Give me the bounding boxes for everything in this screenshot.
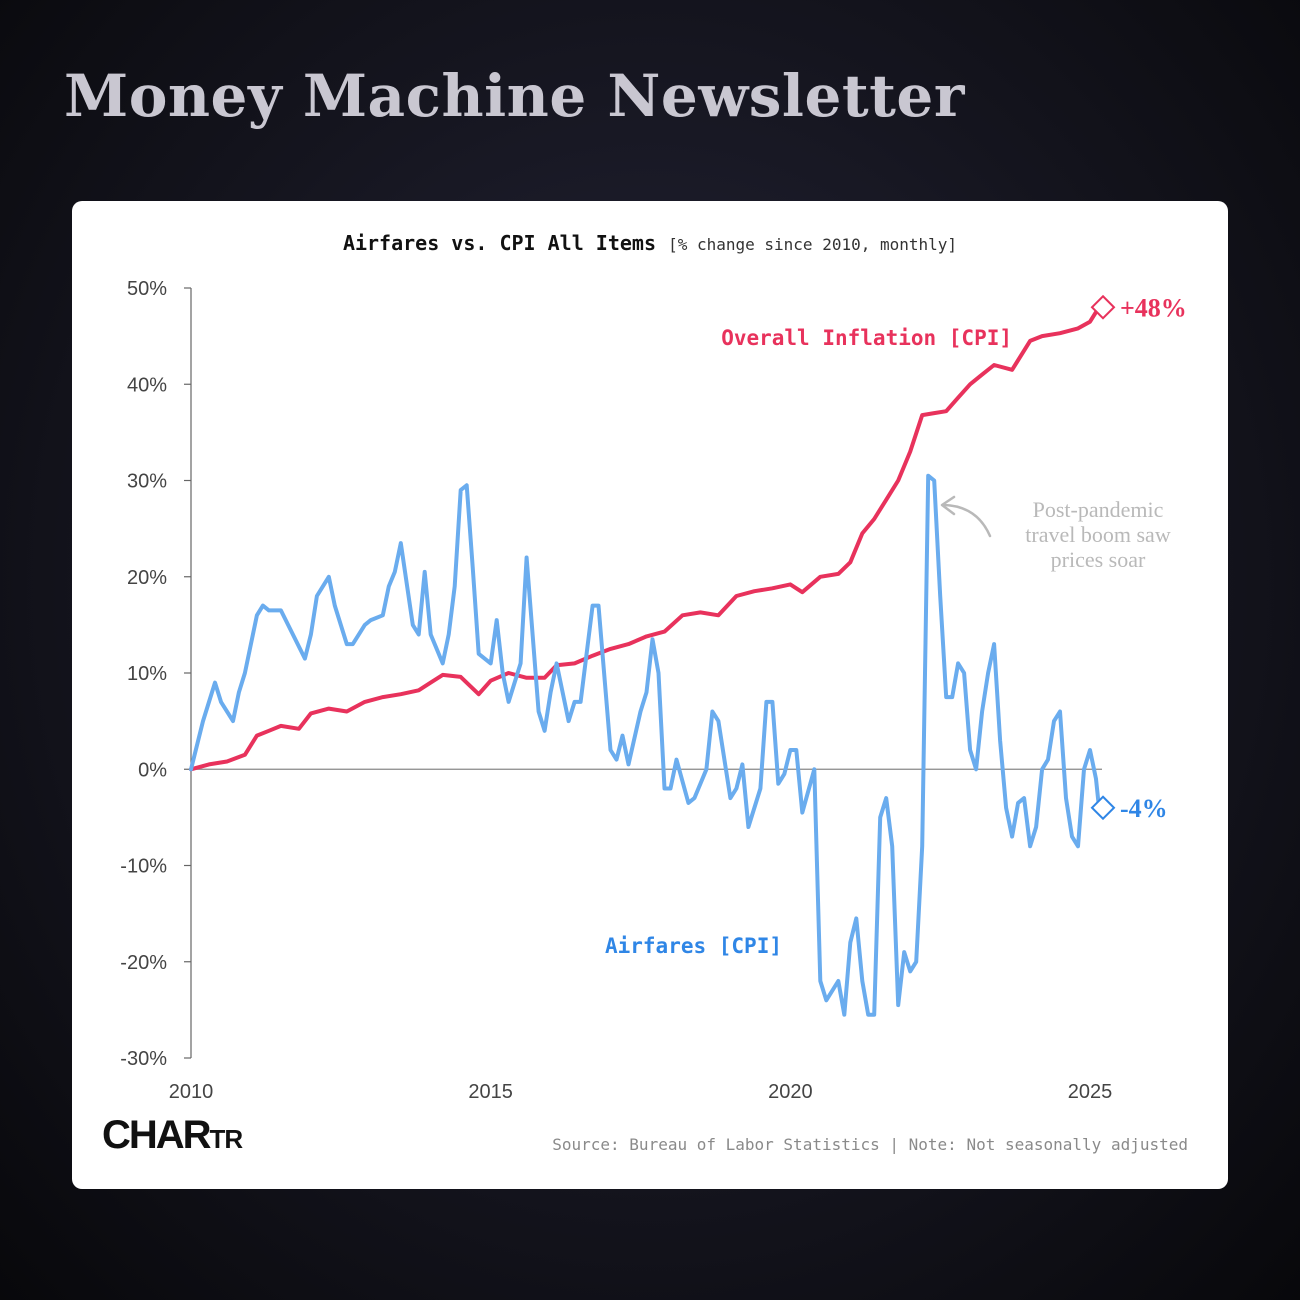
logo-small-text: TR [209, 1124, 244, 1154]
line-chart: -30% -20% -10% 0% 10% 20% 30% 40% 50% 2010 2015 202… [120, 278, 1187, 1103]
chartr-logo: CHARTR [102, 1113, 244, 1158]
chart-series [189, 305, 1101, 1017]
y-tick-label: 20% [127, 567, 167, 589]
y-tick-label: -10% [120, 856, 167, 878]
y-tick-label: 10% [127, 663, 167, 685]
cpi-series-label: Overall Inflation [CPI] [721, 326, 1012, 350]
annotation-line: prices soar [1051, 547, 1146, 572]
cpi-end-marker [1090, 294, 1116, 320]
cpi-end-label: +48% [1120, 293, 1187, 322]
y-tick-label: -30% [120, 1048, 167, 1070]
x-tick-label: 2010 [169, 1081, 214, 1103]
airfares-series-label: Airfares [CPI] [605, 934, 782, 958]
airfares-end-marker [1090, 795, 1116, 821]
chart-title-main: Airfares vs. CPI All Items [342, 231, 657, 255]
annotation-arrow [942, 503, 992, 538]
y-tick-label: 0% [138, 759, 167, 781]
chart-subtitle: [% change since 2010, monthly] [668, 235, 958, 254]
x-tick-label: 2020 [768, 1081, 813, 1103]
y-tick-label: 30% [127, 471, 167, 493]
cpi-line [189, 305, 1101, 772]
chart-labels: +48% -4% Overall Inflation [CPI] Airfares [… [605, 293, 1187, 958]
y-tick-label: -20% [120, 952, 167, 974]
chart-card: Airfares vs. CPI All Items [% change sin… [72, 201, 1228, 1189]
x-tick-label: 2025 [1068, 1081, 1113, 1103]
annotation-arrowhead [940, 495, 956, 516]
chart-axes: -30% -20% -10% 0% 10% 20% 30% 40% 50% 2010 2015 202… [120, 278, 1112, 1103]
y-tick-label: 50% [127, 278, 167, 300]
logo-main-text: CHAR [102, 1113, 212, 1157]
chart-title: Airfares vs. CPI All Items [% change sin… [72, 231, 1228, 255]
banner-title: Money Machine Newsletter [64, 62, 965, 130]
airfares-end-label: -4% [1120, 794, 1168, 823]
source-note: Source: Bureau of Labor Statistics | Not… [552, 1135, 1188, 1154]
annotation-line: travel boom saw [1025, 522, 1171, 547]
airfares-line [189, 473, 1101, 1017]
y-tick-label: 40% [127, 374, 167, 396]
x-tick-label: 2015 [468, 1081, 512, 1103]
annotation-line: Post-pandemic [1033, 497, 1164, 522]
